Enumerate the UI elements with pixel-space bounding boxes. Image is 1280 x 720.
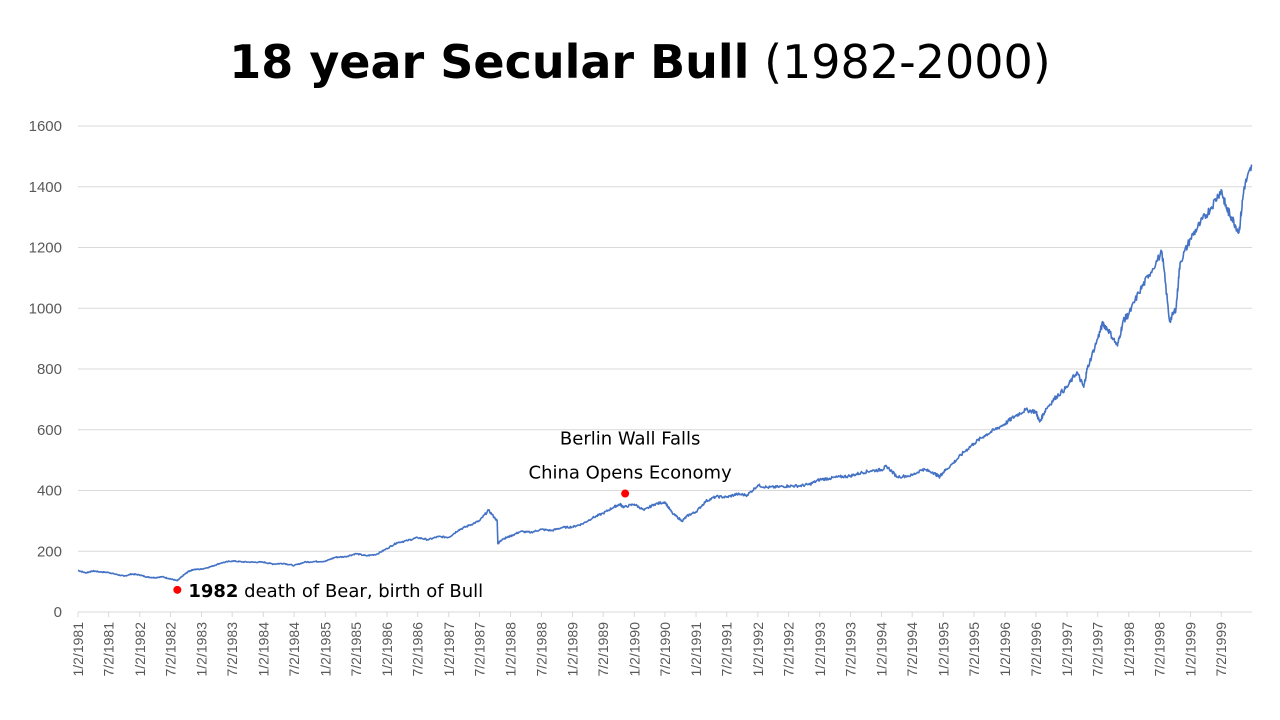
x-tick-label: 7/2/1996 [1028, 622, 1044, 677]
annotation-1982: 1982 death of Bear, birth of Bull [188, 581, 483, 602]
price-series-line [77, 164, 1253, 582]
x-tick-label: 1/2/1993 [812, 622, 828, 677]
x-tick-label: 1/2/1982 [132, 622, 148, 677]
y-tick-label: 1000 [29, 300, 62, 317]
x-tick-label: 1/2/1988 [503, 622, 519, 677]
series-layer [77, 164, 1253, 582]
slide-title: 18 year Secular Bull (1982-2000) [0, 30, 1280, 94]
annotation-1982-year: 1982 [188, 581, 238, 602]
title-bold-part: 18 year Secular Bull [229, 35, 750, 89]
x-tick-label: 7/2/1981 [101, 622, 117, 677]
x-tick-label: 1/2/1989 [565, 622, 581, 677]
x-tick-label: 1/2/1985 [317, 622, 333, 677]
x-tick-label: 1/2/1990 [626, 622, 642, 677]
x-tick-label: 7/2/1984 [286, 622, 302, 677]
x-tick-label: 1/2/1983 [194, 622, 210, 677]
x-tick-label: 7/2/1989 [595, 622, 611, 677]
x-tick-label: 7/2/1985 [348, 622, 364, 677]
y-tick-label: 1400 [29, 179, 62, 196]
x-tick-label: 1/2/1992 [750, 622, 766, 677]
x-tick-label: 7/2/1983 [224, 622, 240, 677]
y-tick-label: 1600 [29, 118, 62, 135]
annotation-china-opens: China Opens Economy [529, 463, 733, 484]
x-tick-label: 7/2/1998 [1151, 622, 1167, 677]
y-tick-label: 0 [54, 604, 62, 621]
annotation-marker-1982 [173, 585, 182, 594]
y-tick-label: 800 [37, 361, 62, 378]
x-tick-label: 7/2/1995 [966, 622, 982, 677]
y-tick-label: 1200 [29, 240, 62, 257]
annotation-1982-text: death of Bear, birth of Bull [244, 581, 483, 602]
x-tick-label: 1/2/1986 [379, 622, 395, 677]
y-tick-label: 600 [37, 422, 62, 439]
y-axis-ticks: 0 200 400 600 800 1000 1200 1400 1600 [29, 118, 62, 621]
x-tick-label: 7/2/1994 [904, 622, 920, 677]
x-tick-label: 1/2/1981 [70, 622, 86, 677]
x-axis-ticks: 1/2/1981 7/2/1981 1/2/1982 7/2/1982 1/2/1983… [70, 612, 1229, 677]
x-tick-label: 1/2/1995 [935, 622, 951, 677]
x-tick-label: 1/2/1994 [874, 622, 890, 677]
y-tick-label: 400 [37, 483, 62, 500]
gridlines [78, 125, 1252, 613]
x-tick-label: 1/2/1991 [688, 622, 704, 677]
x-tick-label: 1/2/1987 [441, 622, 457, 677]
x-tick-label: 7/2/1987 [471, 622, 487, 677]
x-tick-label: 1/2/1999 [1183, 622, 1199, 677]
x-tick-label: 1/2/1998 [1121, 622, 1137, 677]
annotation-marker-berlin-wall [621, 489, 630, 498]
x-tick-label: 1/2/1984 [255, 622, 271, 677]
x-tick-label: 7/2/1988 [533, 622, 549, 677]
annotations: 1982 death of Bear, birth of Bull Berlin… [173, 429, 732, 602]
x-tick-label: 7/2/1993 [842, 622, 858, 677]
x-tick-label: 1/2/1996 [997, 622, 1013, 677]
annotation-berlin-wall: Berlin Wall Falls [560, 429, 700, 450]
title-year-range: (1982-2000) [764, 35, 1051, 89]
x-tick-label: 1/2/1997 [1059, 622, 1075, 677]
x-tick-label: 7/2/1986 [410, 622, 426, 677]
x-tick-label: 7/2/1991 [719, 622, 735, 677]
x-tick-label: 7/2/1982 [162, 622, 178, 677]
x-tick-label: 7/2/1990 [657, 622, 673, 677]
x-tick-label: 7/2/1997 [1090, 622, 1106, 677]
x-tick-label: 7/2/1999 [1213, 622, 1229, 677]
x-tick-label: 7/2/1992 [781, 622, 797, 677]
y-tick-label: 200 [37, 543, 62, 560]
